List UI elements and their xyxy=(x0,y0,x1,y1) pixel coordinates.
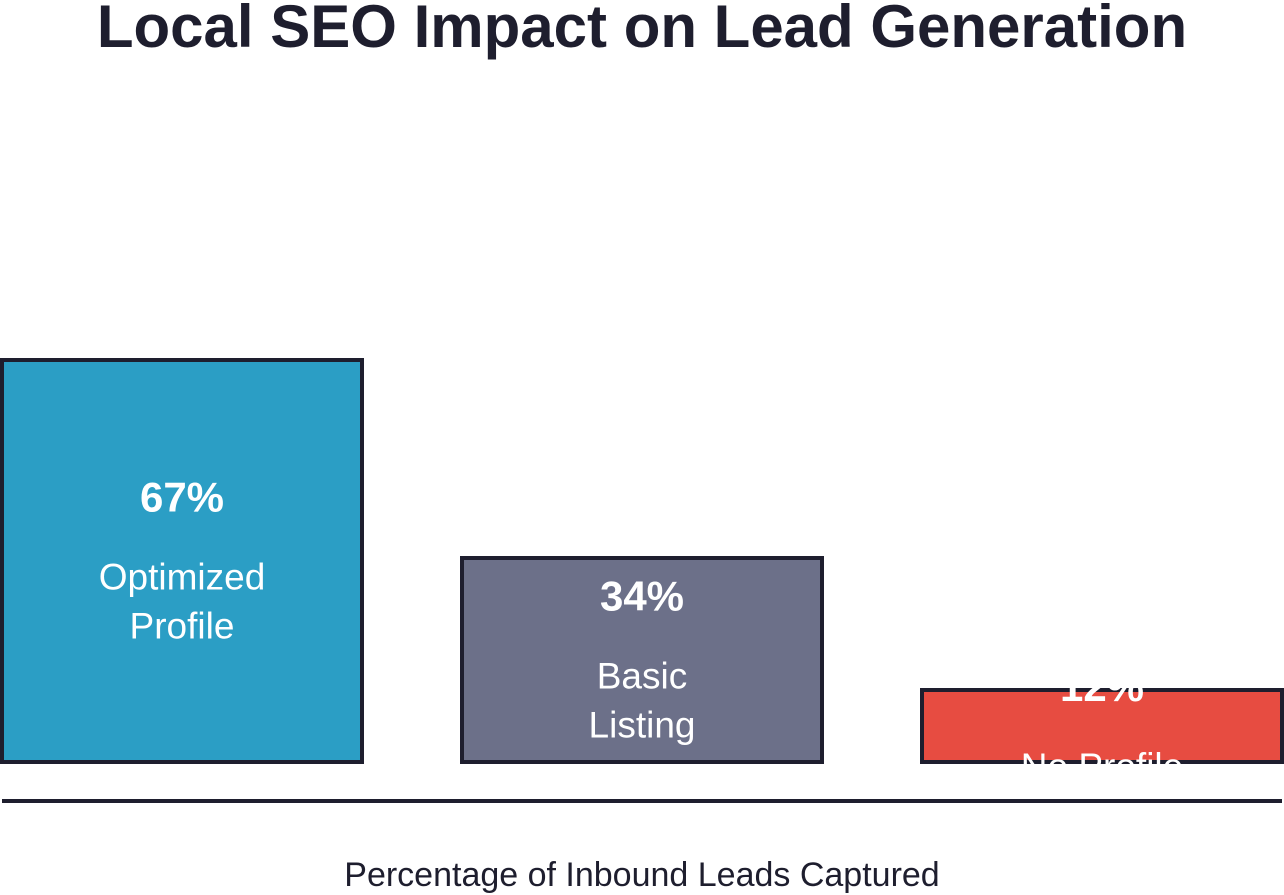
bar-category-label: Basic xyxy=(597,656,687,697)
bars-group: 67% Optimized Profile 34% Basic Listing 12% No … xyxy=(0,358,1284,787)
bar-no-profile xyxy=(920,688,1284,764)
chart-title: Local SEO Impact on Lead Generation xyxy=(97,0,1187,60)
bar-value-label: 34% xyxy=(600,573,684,620)
bar-category-label: Optimized xyxy=(99,557,266,598)
bar-category-label: No Profile xyxy=(1021,746,1183,787)
bar-category-label: Listing xyxy=(589,705,696,746)
bar-value-label: 67% xyxy=(140,474,224,521)
bar-basic-listing xyxy=(460,556,824,764)
x-axis-label: Percentage of Inbound Leads Captured xyxy=(344,856,939,894)
bar-value-label: 12% xyxy=(1060,663,1144,710)
bar-category-label: Profile xyxy=(130,606,235,647)
bar-optimized-profile xyxy=(0,358,364,764)
